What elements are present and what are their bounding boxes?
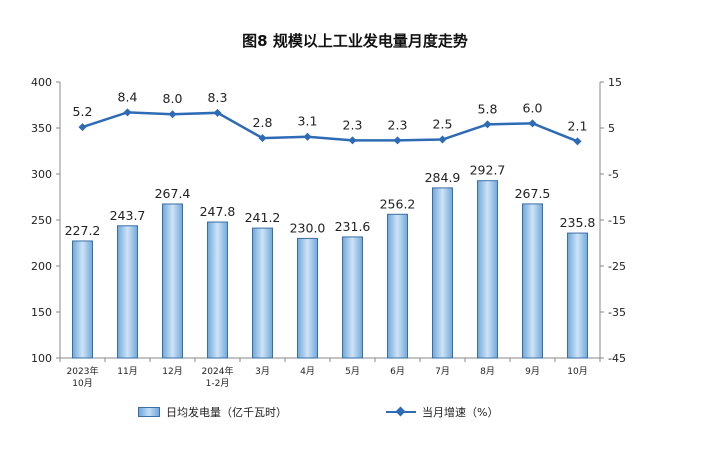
right-axis-tick-label: 15 [608, 76, 622, 89]
bar-value-label: 230.0 [290, 220, 326, 235]
left-axis-tick-label: 300 [31, 168, 52, 181]
legend-label-bar: 日均发电量（亿千瓦时） [166, 406, 287, 419]
x-axis-category-label: 10月 [72, 378, 92, 389]
bar [522, 203, 543, 359]
bar [117, 225, 138, 359]
x-axis-category-label: 2024年 [202, 365, 234, 377]
x-axis-category-label: 3月 [255, 366, 270, 377]
growth-line [82, 111, 578, 143]
line-value-label: 8.3 [208, 90, 228, 105]
legend-label-line: 当月增速（%） [422, 406, 499, 419]
bar [387, 213, 408, 359]
right-axis-tick-label: 5 [608, 122, 615, 135]
line-point [78, 123, 87, 132]
line-point [393, 136, 402, 145]
x-axis-category-label: 11月 [117, 366, 137, 377]
left-axis-tick-label: 350 [31, 122, 52, 135]
x-axis-category-label: 8月 [480, 366, 495, 377]
line-point [528, 119, 537, 128]
x-axis-category-label: 10月 [567, 366, 587, 377]
left-axis-tick-label: 200 [31, 260, 52, 273]
bar [432, 187, 453, 359]
line-value-label: 2.8 [253, 115, 273, 130]
line-point [438, 135, 447, 144]
legend-line-swatch-icon [386, 406, 416, 418]
line-value-label: 2.3 [388, 117, 408, 132]
x-axis-category-label: 2023年 [67, 365, 99, 377]
right-axis-tick-label: -5 [608, 168, 619, 181]
line-point [348, 136, 357, 145]
right-axis-tick-label: -35 [608, 306, 626, 319]
left-axis-tick-label: 400 [31, 76, 52, 89]
bar [252, 227, 273, 359]
line-point [213, 108, 222, 117]
line-value-label: 2.3 [343, 117, 363, 132]
bar [567, 232, 588, 359]
left-axis-tick-label: 100 [31, 352, 52, 365]
line-point [303, 132, 312, 141]
line-point [168, 110, 177, 119]
bar [342, 236, 363, 359]
right-axis-tick-label: -15 [608, 214, 626, 227]
bar-value-label: 292.7 [470, 163, 506, 178]
legend-item-line: 当月增速（%） [386, 404, 498, 420]
line-value-label: 5.2 [73, 104, 93, 119]
bar [162, 203, 183, 359]
right-axis-tick-label: -45 [608, 352, 626, 365]
line-value-label: 2.1 [568, 118, 588, 133]
line-value-label: 5.8 [478, 101, 498, 116]
chart-legend: 日均发电量（亿千瓦时） 当月增速（%） [0, 404, 710, 424]
bar-value-label: 267.4 [155, 186, 191, 201]
left-axis-tick-label: 150 [31, 306, 52, 319]
bar [207, 221, 228, 359]
line-point [483, 120, 492, 129]
bar [297, 237, 318, 359]
line-point [123, 108, 132, 117]
bar-value-label: 284.9 [425, 170, 461, 185]
legend-bar-swatch-icon [138, 407, 160, 417]
legend-item-bar: 日均发电量（亿千瓦时） [138, 404, 287, 420]
bar-value-label: 241.2 [245, 210, 281, 225]
x-axis-category-label: 7月 [435, 366, 450, 377]
bar-value-label: 247.8 [200, 204, 236, 219]
x-axis-category-label: 6月 [390, 366, 405, 377]
right-axis-tick-label: -25 [608, 260, 626, 273]
x-axis-category-label: 12月 [162, 366, 182, 377]
chart-title: 图8 规模以上工业发电量月度走势 [242, 32, 468, 50]
bar-value-label: 267.5 [515, 186, 551, 201]
line-point [258, 134, 267, 143]
bar-value-label: 235.8 [560, 215, 596, 230]
line-value-label: 2.5 [433, 117, 453, 132]
line-value-label: 6.0 [523, 100, 543, 115]
line-point [573, 137, 582, 146]
x-axis-category-label: 5月 [345, 366, 360, 377]
bar-value-label: 256.2 [380, 196, 416, 211]
left-axis-tick-label: 250 [31, 214, 52, 227]
line-value-label: 8.4 [118, 89, 138, 104]
x-axis-category-label: 1-2月 [206, 378, 230, 389]
bar-value-label: 231.6 [335, 219, 371, 234]
x-axis-category-label: 4月 [300, 366, 315, 377]
bar-value-label: 227.2 [65, 223, 101, 238]
bar-value-label: 243.7 [110, 208, 146, 223]
line-value-label: 3.1 [298, 114, 318, 129]
bar [477, 180, 498, 359]
x-axis-category-label: 9月 [525, 366, 540, 377]
bar [72, 240, 93, 359]
line-value-label: 8.0 [163, 91, 183, 106]
